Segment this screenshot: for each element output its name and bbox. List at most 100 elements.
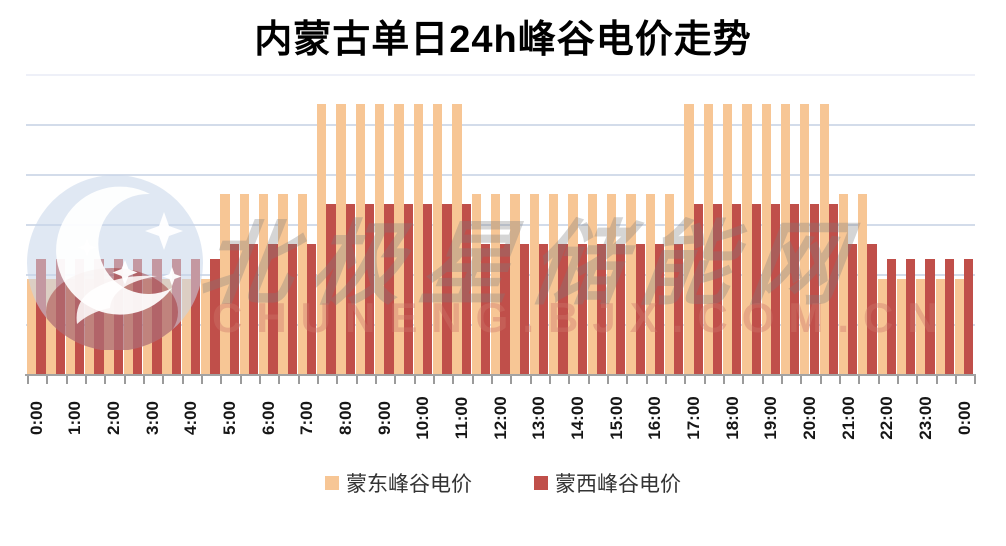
bar-mengxi bbox=[925, 259, 935, 374]
bar-mengdong bbox=[954, 279, 965, 374]
x-axis-tick bbox=[278, 376, 281, 384]
bar-mengxi bbox=[867, 244, 877, 374]
x-axis-label: 18:00 bbox=[722, 396, 742, 440]
logo-sparkle-icon bbox=[77, 238, 97, 257]
bar-mengdong bbox=[722, 104, 733, 374]
legend-item-mengxi: 蒙西峰谷电价 bbox=[534, 468, 681, 498]
bar-mengdong bbox=[529, 194, 539, 374]
x-axis-tick bbox=[27, 376, 29, 384]
bar-mengxi bbox=[809, 204, 819, 374]
x-axis-line bbox=[25, 374, 976, 376]
bar-mengdong bbox=[606, 194, 617, 374]
x-axis-tick bbox=[432, 376, 435, 384]
bar-mengdong bbox=[858, 194, 868, 374]
bar-mengdong bbox=[220, 194, 230, 374]
bar-mengxi bbox=[171, 259, 181, 374]
x-axis-label: 3:00 bbox=[142, 400, 162, 436]
x-axis-tick bbox=[800, 376, 803, 384]
gridline bbox=[26, 224, 975, 226]
bar-mengdong bbox=[935, 279, 945, 374]
bar-mengdong bbox=[374, 104, 385, 374]
x-axis-tick bbox=[838, 376, 841, 384]
x-axis-tick bbox=[510, 376, 513, 384]
x-axis-label: 21:00 bbox=[838, 396, 858, 440]
bar-mengxi bbox=[635, 244, 645, 374]
x-axis-tick bbox=[220, 376, 223, 384]
bar-mengdong bbox=[877, 279, 887, 374]
bar-mengdong bbox=[278, 194, 288, 374]
x-axis-tick bbox=[761, 376, 764, 384]
bar-mengdong bbox=[471, 194, 481, 374]
bar-mengdong bbox=[123, 279, 133, 374]
x-axis-tick bbox=[336, 376, 339, 384]
bar-mengxi bbox=[964, 259, 974, 374]
x-axis-tick bbox=[954, 376, 957, 384]
x-axis-tick bbox=[819, 376, 822, 384]
x-axis-tick bbox=[181, 376, 184, 384]
chart-title: 内蒙古单日24h峰谷电价走势 bbox=[254, 19, 752, 61]
x-axis-label: 12:00 bbox=[490, 396, 510, 440]
x-axis-tick bbox=[742, 376, 745, 384]
bar-mengxi bbox=[152, 259, 162, 374]
bar-mengdong bbox=[162, 279, 172, 374]
x-axis-label: 15:00 bbox=[606, 396, 626, 440]
x-axis-tick bbox=[877, 376, 880, 384]
x-axis-label: 0:00 bbox=[26, 400, 46, 436]
gridline bbox=[26, 74, 975, 76]
x-axis-tick bbox=[46, 376, 49, 384]
x-axis-label: 10:00 bbox=[413, 396, 433, 440]
x-axis-label: 8:00 bbox=[335, 400, 355, 436]
bar-mengdong bbox=[780, 104, 791, 374]
legend-swatch-mengdong bbox=[325, 476, 339, 490]
legend-label-mengdong: 蒙东峰谷电价 bbox=[346, 473, 472, 496]
bar-mengxi bbox=[422, 204, 433, 374]
bar-mengxi bbox=[480, 244, 491, 374]
bar-mengdong bbox=[896, 279, 907, 374]
x-axis-label: 7:00 bbox=[297, 400, 317, 436]
x-axis-tick bbox=[587, 376, 590, 384]
x-axis-tick bbox=[355, 376, 358, 384]
bar-mengdong bbox=[258, 194, 269, 374]
bar-mengdong bbox=[568, 194, 578, 374]
x-axis-tick bbox=[452, 376, 455, 384]
bar-mengxi bbox=[94, 259, 104, 374]
gridline bbox=[26, 174, 975, 176]
x-axis-tick bbox=[896, 376, 899, 384]
bar-mengxi bbox=[210, 259, 220, 374]
x-axis-tick bbox=[548, 376, 551, 384]
bar-mengxi bbox=[732, 204, 742, 374]
bar-mengxi bbox=[248, 244, 259, 374]
bar-mengdong bbox=[27, 279, 37, 374]
legend-label-mengxi: 蒙西峰谷电价 bbox=[555, 473, 681, 496]
bar-mengdong bbox=[761, 104, 771, 374]
bar-mengdong bbox=[142, 279, 153, 374]
x-axis-label: 16:00 bbox=[645, 396, 665, 440]
x-axis-tick bbox=[568, 376, 571, 384]
x-axis-label: 1:00 bbox=[65, 400, 85, 436]
bar-mengdong bbox=[819, 104, 829, 374]
bar-mengxi bbox=[906, 259, 916, 374]
bar-mengxi bbox=[712, 204, 723, 374]
bar-mengxi bbox=[190, 259, 201, 374]
x-axis-label: 23:00 bbox=[915, 396, 935, 440]
bar-mengxi bbox=[364, 204, 375, 374]
bar-mengdong bbox=[336, 104, 346, 374]
x-axis-label: 17:00 bbox=[683, 396, 703, 440]
bar-mengdong bbox=[432, 104, 443, 374]
x-axis-tick bbox=[664, 376, 667, 384]
x-axis-label: 0:00 bbox=[954, 400, 974, 436]
bar-mengdong bbox=[104, 279, 114, 374]
bar-mengxi bbox=[828, 204, 839, 374]
x-axis-tick bbox=[297, 376, 300, 384]
bar-mengdong bbox=[800, 104, 810, 374]
x-axis-tick bbox=[529, 376, 532, 384]
bar-mengdong bbox=[510, 194, 520, 374]
x-axis-tick bbox=[703, 376, 706, 384]
bar-mengxi bbox=[229, 244, 239, 374]
bar-mengxi bbox=[55, 259, 65, 374]
bar-mengdong bbox=[394, 104, 404, 374]
bar-mengxi bbox=[74, 259, 85, 374]
bar-mengdong bbox=[316, 104, 327, 374]
bar-mengxi bbox=[306, 244, 317, 374]
